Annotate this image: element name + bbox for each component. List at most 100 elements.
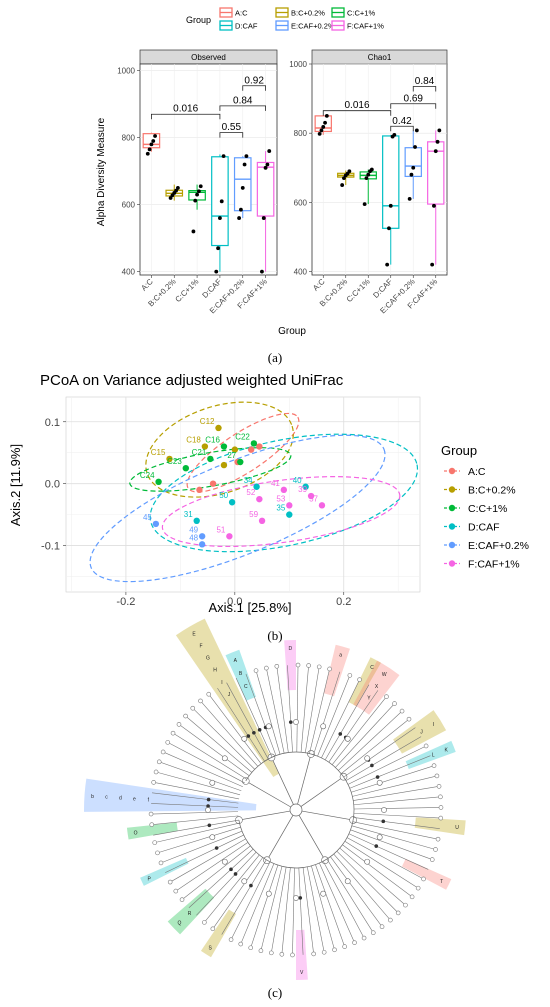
data-point [261, 216, 266, 220]
leaf-branch [163, 751, 243, 788]
data-point [432, 203, 436, 208]
scatter-point [201, 443, 209, 450]
scatter-point [198, 541, 206, 548]
significance-bracket [390, 103, 437, 109]
leaf-node [155, 850, 160, 856]
pcoa-title: PCoA on Variance adjusted weighted UniFr… [40, 372, 344, 389]
data-point [242, 162, 247, 167]
leaf-branch [271, 867, 287, 953]
leaf-branch [350, 829, 433, 860]
alpha-diversity-panel: Group A:C B:C+0.2% C:C+1% D:CAF E:CAF+0.2% F:C… [96, 7, 448, 337]
internal-node [205, 807, 211, 813]
legend-key-dot [448, 541, 456, 549]
confidence-ellipse [161, 476, 401, 548]
clade-letter: P [148, 876, 152, 882]
p-value-label: 0.42 [392, 116, 412, 127]
point-label: 31 [184, 510, 193, 519]
leaf-branch [175, 842, 249, 892]
data-point [260, 269, 264, 274]
clade-letter: K [445, 747, 449, 753]
x-tick-label: A:C [139, 277, 155, 293]
scatter-point [207, 455, 214, 463]
facet-panel [311, 63, 448, 276]
scatter-point [198, 533, 206, 540]
scatter-point [196, 486, 203, 494]
clade-letter: R [188, 911, 192, 917]
leaf-node [435, 836, 441, 842]
leaf-branch [154, 822, 240, 843]
leaf-branch [192, 707, 255, 770]
data-point [149, 142, 154, 147]
biomarker-node [206, 797, 211, 802]
clade-letter: I [221, 680, 222, 686]
y-tick-label: 800 [122, 134, 136, 143]
leaf-branch [342, 844, 413, 898]
scatter-point [209, 480, 217, 487]
leaf-node [179, 897, 185, 902]
leaf-branch [151, 792, 239, 804]
data-point [145, 151, 150, 156]
leaf-node [173, 888, 179, 894]
leaf-branch [326, 858, 374, 933]
confidence-ellipse [186, 412, 300, 493]
p-value-label: 0.92 [244, 75, 264, 86]
clade-letter: a [339, 652, 342, 658]
box [314, 115, 332, 133]
point-label: 45 [143, 513, 152, 522]
point-label: 48 [189, 533, 198, 542]
leaf-node [149, 822, 155, 827]
point-label: 53 [276, 494, 285, 503]
point-label: 51 [216, 525, 225, 534]
scatter-point [166, 455, 173, 463]
confidence-ellipse [149, 433, 419, 553]
legend-title: Group [441, 443, 477, 458]
leaf-branch [212, 857, 263, 929]
chao1-facet: Chao140060080010000.0160.420.690.84A:CB:… [289, 49, 448, 315]
clade-letter: F [199, 643, 202, 649]
point-label: C24 [140, 471, 155, 480]
x-tick-label: 0.2 [336, 596, 351, 608]
biomarker-node [249, 883, 253, 888]
data-point [219, 199, 224, 204]
leaf-branch [330, 856, 383, 927]
scatter-point [250, 440, 258, 447]
leaf-node [248, 945, 254, 951]
leaf-node [160, 749, 166, 755]
clade-letter: B [239, 671, 243, 677]
scatter-point [256, 495, 263, 503]
scatter-point [307, 492, 315, 500]
leaf-branch [245, 673, 277, 756]
leaf-branch [226, 682, 269, 760]
plot-background [65, 396, 421, 593]
scatter-point [228, 499, 236, 506]
leaf-branch [221, 859, 267, 935]
data-point [240, 186, 245, 190]
biomarker-node [257, 728, 262, 732]
leaf-branch [324, 684, 370, 761]
significance-bracket [390, 125, 414, 132]
clade-highlight [200, 909, 236, 958]
pcoa-x-axis-label: Axis.1 [25.8%] [208, 600, 291, 615]
leaf-branch [343, 727, 416, 778]
leaf-node [167, 879, 173, 885]
confidence-ellipse [89, 434, 386, 583]
clade-highlight [414, 817, 466, 836]
data-point [176, 186, 180, 190]
leaf-node [421, 876, 426, 882]
leaf-node [433, 847, 438, 852]
confidence-ellipse [145, 401, 294, 498]
leaf-branch [298, 867, 304, 955]
data-point [409, 172, 414, 177]
internal-node [364, 755, 371, 762]
legend-label: D:CAF [468, 522, 500, 534]
internal-node [209, 779, 216, 786]
legend-label: E:CAF+0.2% [291, 22, 335, 31]
leaf-branch [153, 819, 239, 836]
y-tick-label: 0.1 [45, 417, 60, 429]
alpha-legend: Group A:C B:C+0.2% C:C+1% D:CAF E:CAF+0.2% F:C… [186, 7, 384, 31]
y-tick-label: 800 [294, 129, 308, 138]
legend-key-dot [448, 467, 456, 475]
data-point [153, 134, 157, 138]
point-label: C21 [192, 448, 207, 457]
